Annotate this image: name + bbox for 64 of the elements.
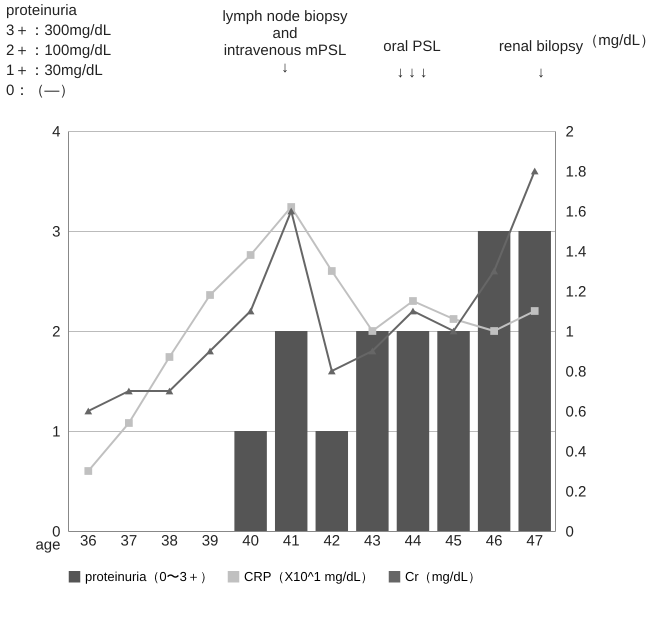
bar [478, 231, 510, 531]
point [166, 353, 174, 361]
x-tick-label: 41 [282, 532, 300, 550]
point [125, 419, 133, 427]
text: oral PSL ↓ ↓ ↓ [383, 38, 441, 81]
bar [437, 331, 470, 531]
y2-tick-label: 2 [566, 124, 574, 140]
point [328, 368, 336, 374]
y2-tick-label: 1.6 [566, 204, 586, 220]
point [450, 328, 458, 334]
y2-tick-label: 1.4 [566, 244, 586, 260]
y2-tick-label: 0.2 [566, 484, 586, 500]
y2-tick-label: 0.8 [566, 364, 586, 380]
point [409, 297, 417, 305]
point [490, 327, 498, 335]
x-tick-label: 46 [486, 532, 502, 550]
bar [356, 331, 389, 531]
x-tick-label: 43 [364, 532, 381, 550]
text: （mg/dL） [583, 32, 655, 49]
x-tick-label: 36 [80, 532, 97, 550]
x-tick-label: 38 [161, 532, 178, 550]
legend-label: proteinuria（0〜3＋） [85, 568, 213, 584]
point [246, 308, 254, 314]
point [246, 251, 254, 259]
bar [274, 331, 308, 531]
point [328, 267, 336, 275]
y2-tick-label: 0.6 [566, 404, 586, 420]
bar [518, 231, 551, 531]
y-tick-label: 3 [52, 224, 60, 240]
legend-label: Cr（mg/dL） [405, 568, 481, 584]
y2-tick-label: 0.4 [566, 444, 586, 460]
text: proteinuria 3＋：300mg/dL 2＋：100mg/dL 1＋：30mg/dL 0：（—） [6, 2, 112, 99]
y2-tick-label: 0 [566, 524, 574, 540]
point [206, 291, 214, 299]
x-tick-label: 42 [323, 532, 340, 550]
point [84, 467, 92, 475]
point [84, 408, 92, 414]
text: renal bilopsy ↓ [498, 38, 584, 81]
x-tick-label: 39 [202, 532, 218, 550]
point [166, 388, 174, 394]
point [530, 307, 539, 315]
bar [396, 331, 430, 531]
y-tick-label: 1 [52, 424, 60, 440]
x-tick-label: 44 [404, 532, 422, 550]
point [287, 208, 296, 214]
x-tick-label: 37 [120, 532, 138, 550]
y2-tick-label: 1 [566, 324, 574, 340]
bar [316, 431, 348, 531]
x-tick-label: 47 [526, 532, 544, 550]
point [530, 168, 539, 174]
point [368, 327, 376, 335]
point [125, 388, 133, 394]
bar [234, 431, 267, 531]
y-tick-label: 2 [52, 324, 60, 340]
y2-tick-label: 1.8 [566, 164, 586, 180]
point [206, 348, 214, 354]
point [450, 315, 458, 323]
text: lymph node biopsy and intravenous mPSL ↓ [222, 8, 348, 76]
x-tick-label: 45 [445, 532, 462, 550]
point [409, 308, 417, 314]
x-tick-label: 40 [242, 532, 259, 550]
legend-label: CRP（X10^1 mg/dL） [244, 568, 374, 584]
y-tick-label: 4 [52, 124, 60, 140]
y2-tick-label: 1.2 [566, 284, 586, 300]
